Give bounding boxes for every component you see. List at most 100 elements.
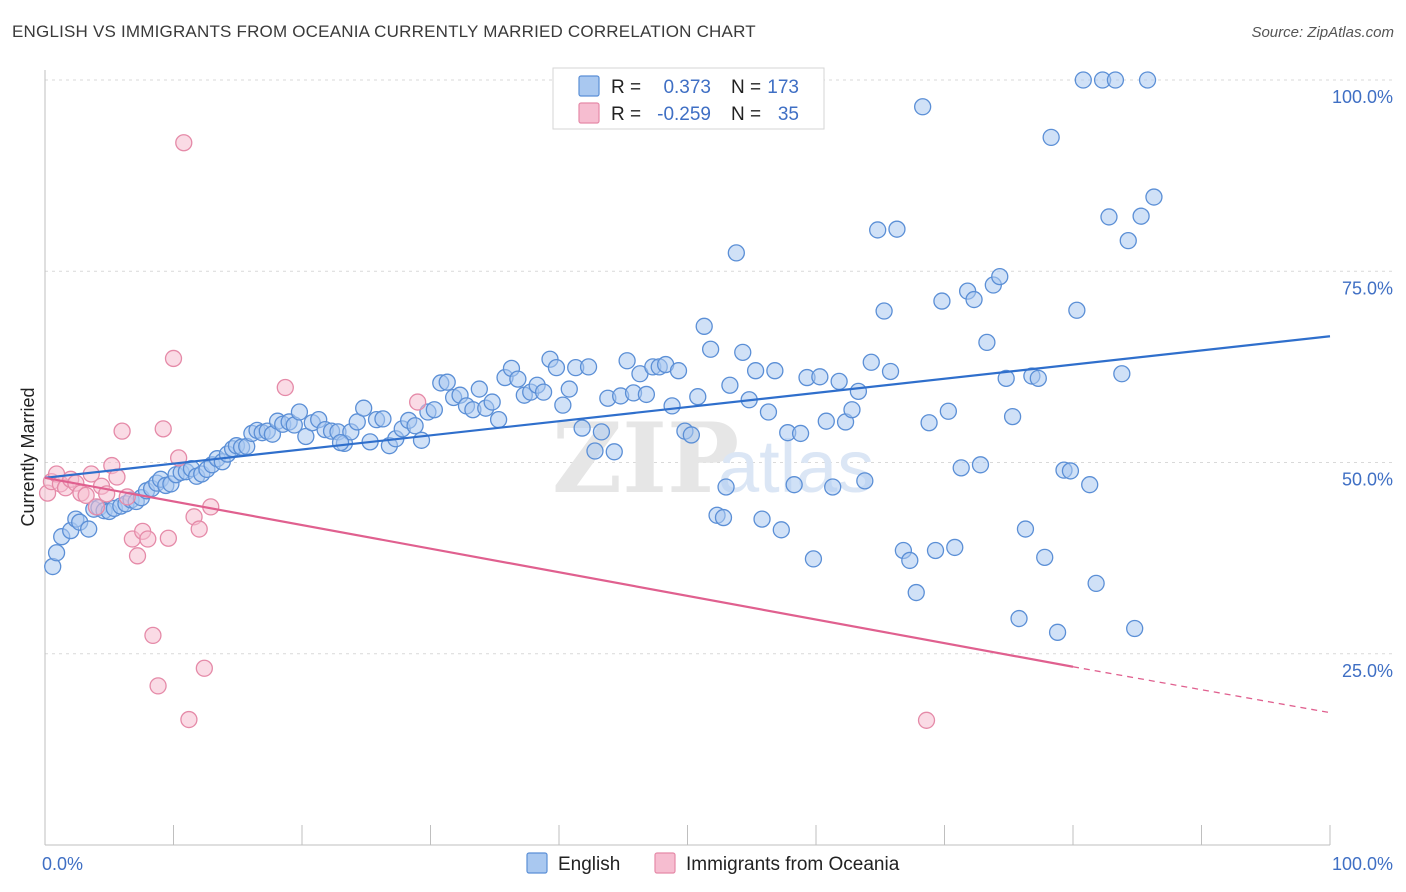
- english-point-129: [817, 412, 835, 430]
- english-point-70: [438, 373, 456, 391]
- english-point-110: [695, 317, 713, 335]
- oceania-point-15: [113, 422, 131, 440]
- oceania-trendline: [44, 476, 1074, 668]
- oceania-point-34: [408, 393, 427, 411]
- english-point-111: [701, 340, 720, 358]
- english-point-143: [907, 583, 925, 602]
- legend-label-english: English: [558, 854, 620, 875]
- oceania-trendline-extension: [1072, 666, 1331, 714]
- english-point-108: [682, 426, 701, 444]
- english-point-142: [901, 551, 919, 570]
- english-point-137: [869, 221, 887, 239]
- english-point-77: [483, 393, 501, 411]
- oceania-point-35: [917, 711, 936, 729]
- english-point-85: [534, 383, 553, 401]
- stats-n-value-english: 173: [767, 77, 799, 98]
- english-point-173: [1100, 208, 1118, 226]
- x-tick-label-100: 100.0%: [1332, 854, 1393, 874]
- english-point-118: [746, 362, 765, 380]
- english-point-148: [939, 402, 958, 420]
- english-point-78: [489, 411, 508, 429]
- english-point-175: [1113, 365, 1131, 383]
- stats-n-label-oceania: N =: [731, 104, 761, 125]
- english-point-92: [579, 358, 598, 376]
- english-point-156: [991, 267, 1009, 286]
- english-point-114: [721, 376, 739, 394]
- english-point-47: [290, 403, 309, 421]
- y-tick-label-50: 50.0%: [1342, 470, 1393, 490]
- english-point-60: [374, 410, 392, 428]
- oceania-point-27: [175, 134, 193, 152]
- legend-swatch-oceania: [654, 852, 676, 874]
- legend-swatch-english: [526, 852, 548, 874]
- english-point-139: [881, 362, 900, 381]
- english-point-158: [1003, 407, 1022, 426]
- english-point-164: [1042, 128, 1060, 147]
- english-point-181: [717, 478, 735, 496]
- trendlines: [44, 335, 1331, 714]
- english-point-128: [811, 368, 829, 386]
- x-tick-label-0: 0.0%: [42, 854, 83, 874]
- oceania-point-10: [87, 498, 106, 516]
- english-point-168: [1068, 301, 1086, 319]
- stats-swatch-oceania: [578, 102, 600, 124]
- english-point-163: [1036, 548, 1054, 567]
- english-point-171: [1087, 574, 1105, 593]
- stats-r-label-english: R =: [611, 77, 641, 98]
- english-point-106: [669, 362, 688, 380]
- english-point-144: [914, 98, 932, 116]
- oceania-point-31: [195, 659, 213, 677]
- english-point-87: [547, 358, 566, 377]
- stats-r-label-oceania: R =: [611, 104, 641, 125]
- oceania-point-20: [139, 530, 157, 548]
- english-point-130: [824, 478, 842, 496]
- english-point-147: [933, 292, 951, 310]
- english-point-122: [772, 521, 790, 539]
- english-point-121: [766, 362, 784, 380]
- english-point-96: [605, 443, 623, 461]
- english-points: [44, 71, 1163, 641]
- oceania-point-33: [276, 378, 294, 397]
- y-tick-label-100: 100.0%: [1332, 87, 1393, 107]
- english-point-116: [734, 343, 752, 361]
- english-point-68: [425, 401, 444, 419]
- english-point-105: [663, 397, 681, 415]
- english-point-101: [637, 385, 656, 404]
- english-trendline: [44, 335, 1331, 479]
- oceania-points: [38, 134, 936, 729]
- english-point-124: [785, 476, 803, 494]
- english-point-177: [1126, 619, 1144, 638]
- english-point-75: [470, 380, 488, 398]
- english-point-57: [355, 399, 373, 417]
- oceania-point-18: [128, 547, 147, 565]
- english-point-113: [714, 508, 733, 527]
- english-point-91: [573, 419, 591, 437]
- english-point-65: [406, 417, 424, 435]
- oceania-point-25: [164, 349, 183, 368]
- english-point-150: [952, 459, 970, 477]
- y-tick-label-25: 25.0%: [1342, 661, 1393, 681]
- series-legend: English Immigrants from Oceania: [526, 852, 900, 875]
- english-point-125: [791, 424, 810, 443]
- stats-legend: R = 0.373 N = 173 R = -0.259 N = 35: [552, 67, 825, 130]
- english-point-159: [1010, 609, 1028, 628]
- english-point-81: [509, 370, 527, 388]
- gridlines: [45, 79, 1395, 655]
- english-point-94: [592, 423, 611, 441]
- axes: [44, 70, 1331, 846]
- stats-r-value-english: 0.373: [663, 77, 711, 98]
- english-point-176: [1119, 231, 1137, 250]
- english-point-152: [965, 290, 983, 309]
- english-point-120: [759, 403, 778, 421]
- legend-label-oceania: Immigrants from Oceania: [686, 854, 900, 875]
- stats-n-value-oceania: 35: [778, 104, 799, 125]
- stats-r-value-oceania: -0.259: [657, 104, 711, 125]
- stats-n-label-english: N =: [731, 77, 761, 98]
- english-point-109: [689, 388, 707, 406]
- tick-labels: 25.0% 50.0% 75.0% 100.0% 0.0% 100.0%: [42, 87, 1393, 874]
- oceania-point-30: [190, 520, 208, 538]
- english-point-165: [1048, 623, 1067, 641]
- english-point-119: [753, 510, 771, 528]
- english-point-179: [1138, 71, 1157, 89]
